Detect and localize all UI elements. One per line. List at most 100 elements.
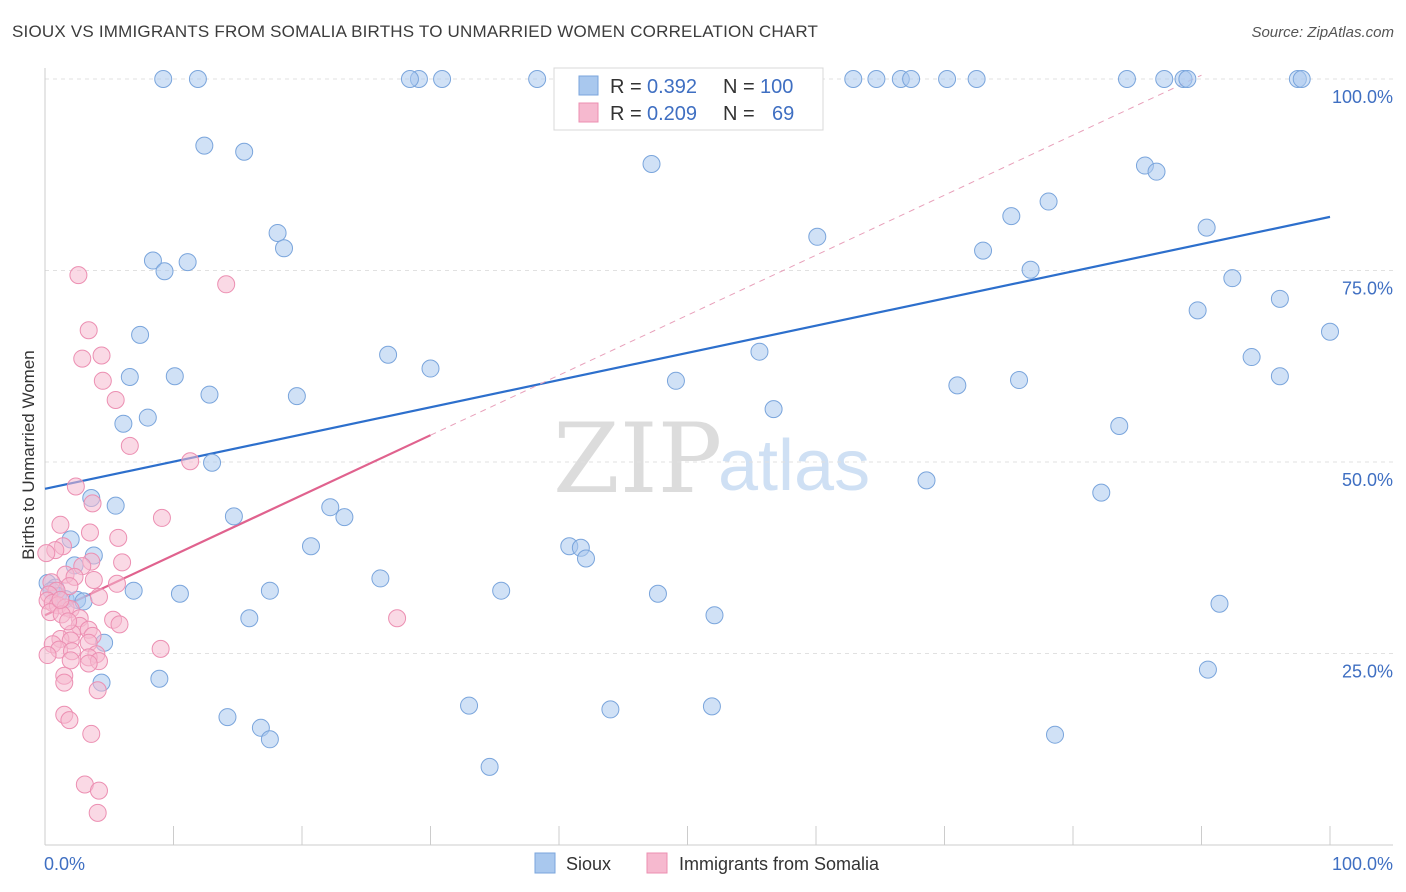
point-somalia-65 — [89, 781, 108, 800]
legend-n-value-sioux: 100 — [760, 76, 793, 98]
legend-swatch-sioux — [578, 75, 599, 96]
point-sioux-94 — [601, 700, 620, 719]
point-sioux-15 — [1117, 70, 1136, 88]
point-sioux-67 — [301, 537, 320, 556]
point-sioux-70 — [576, 549, 595, 568]
point-sioux-47 — [165, 367, 184, 386]
point-sioux-23 — [642, 155, 661, 174]
trend-line-somalia-extension — [430, 74, 1202, 436]
point-sioux-73 — [371, 569, 390, 588]
point-sioux-98 — [260, 730, 279, 749]
point-somalia-7 — [120, 436, 139, 455]
point-sioux-64 — [335, 508, 354, 527]
point-sioux-46 — [120, 367, 139, 386]
point-somalia-63 — [82, 724, 101, 743]
point-somalia-49 — [151, 639, 170, 658]
point-sioux-84 — [492, 581, 511, 600]
y-tick-label-75: 75.0% — [1342, 279, 1393, 299]
point-sioux-81 — [124, 581, 143, 600]
point-sioux-91 — [150, 669, 169, 688]
point-somalia-55 — [61, 651, 80, 670]
point-sioux-41 — [131, 325, 150, 344]
point-sioux-20 — [1292, 70, 1311, 88]
legend-n-label-somalia: N = — [723, 103, 755, 125]
point-sioux-65 — [224, 507, 243, 526]
point-sioux-100 — [480, 757, 499, 776]
stats-legend: R = 0.392 N = 100 R = 0.209 N = 69 — [553, 67, 824, 131]
point-somalia-66 — [88, 803, 107, 822]
point-sioux-34 — [178, 253, 197, 272]
trend-line-sioux — [44, 215, 1331, 490]
chart-source: Source: ZipAtlas.com — [1251, 24, 1394, 41]
point-sioux-21 — [195, 136, 214, 155]
point-sioux-9 — [844, 70, 863, 88]
bottom-legend-label-sioux: Sioux — [566, 854, 611, 874]
point-sioux-10 — [867, 70, 886, 88]
point-sioux-56 — [114, 414, 133, 433]
point-sioux-55 — [138, 408, 157, 427]
point-somalia-12 — [51, 515, 70, 534]
legend-swatch-somalia — [578, 102, 599, 123]
point-somalia-1 — [217, 275, 236, 294]
point-sioux-86 — [1210, 594, 1229, 613]
point-sioux-83 — [260, 581, 279, 600]
legend-r-label-somalia: R = — [610, 103, 642, 125]
point-sioux-53 — [287, 387, 306, 406]
point-sioux-39 — [1188, 301, 1207, 320]
legend-r-value-sioux: 0.392 — [647, 76, 697, 98]
point-sioux-99 — [1046, 725, 1065, 744]
point-sioux-96 — [218, 708, 237, 727]
point-sioux-16 — [1155, 70, 1174, 88]
gridlines — [45, 78, 1393, 654]
point-somalia-11 — [152, 508, 171, 527]
point-sioux-13 — [938, 70, 957, 88]
point-sioux-88 — [240, 609, 259, 628]
y-tick-label-25: 25.0% — [1342, 662, 1393, 682]
point-somalia-9 — [66, 477, 85, 496]
point-sioux-36 — [1021, 260, 1040, 279]
bottom-legend-label-somalia: Immigrants from Somalia — [679, 854, 880, 874]
point-somalia-0 — [69, 266, 88, 285]
point-sioux-50 — [1010, 371, 1029, 390]
point-sioux-4 — [433, 70, 452, 88]
point-somalia-10 — [83, 494, 102, 513]
legend-r-value-somalia: 0.209 — [647, 103, 697, 125]
point-sioux-22 — [235, 142, 254, 161]
point-sioux-30 — [808, 227, 827, 246]
point-sioux-93 — [460, 696, 479, 715]
legend-r-label-sioux: R = — [610, 76, 642, 98]
series-legend: Sioux Immigrants from Somalia — [534, 852, 880, 874]
point-sioux-35 — [155, 262, 174, 281]
point-sioux-60 — [1092, 483, 1111, 502]
chart-title: SIOUX VS IMMIGRANTS FROM SOMALIA BIRTHS … — [12, 22, 819, 41]
point-somalia-67 — [51, 590, 70, 609]
point-somalia-6 — [106, 390, 125, 409]
point-sioux-57 — [1110, 416, 1129, 435]
point-somalia-39 — [388, 609, 407, 628]
point-sioux-82 — [170, 584, 189, 603]
point-sioux-51 — [1270, 367, 1289, 386]
point-somalia-17 — [37, 544, 56, 563]
point-somalia-40 — [110, 615, 129, 634]
point-sioux-1 — [188, 70, 207, 88]
point-sioux-45 — [421, 359, 440, 378]
legend-n-value-somalia: 69 — [772, 103, 794, 125]
y-tick-label-100: 100.0% — [1332, 87, 1393, 107]
point-somalia-3 — [92, 346, 111, 365]
watermark-atlas: atlas — [718, 426, 870, 506]
point-sioux-18 — [1178, 70, 1197, 88]
point-somalia-57 — [79, 654, 98, 673]
point-somalia-68 — [59, 612, 78, 631]
x-tick-label-min: 0.0% — [44, 854, 85, 874]
bottom-legend-swatch-sioux — [534, 852, 556, 874]
point-sioux-12 — [902, 70, 921, 88]
legend-n-label-sioux: N = — [723, 76, 755, 98]
point-sioux-38 — [1270, 289, 1289, 308]
point-sioux-37 — [1223, 269, 1242, 288]
bottom-legend-swatch-somalia — [646, 852, 668, 874]
point-sioux-29 — [268, 223, 287, 242]
point-somalia-60 — [88, 681, 107, 700]
point-sioux-54 — [764, 400, 783, 419]
point-sioux-95 — [702, 697, 721, 716]
point-sioux-62 — [106, 496, 125, 515]
